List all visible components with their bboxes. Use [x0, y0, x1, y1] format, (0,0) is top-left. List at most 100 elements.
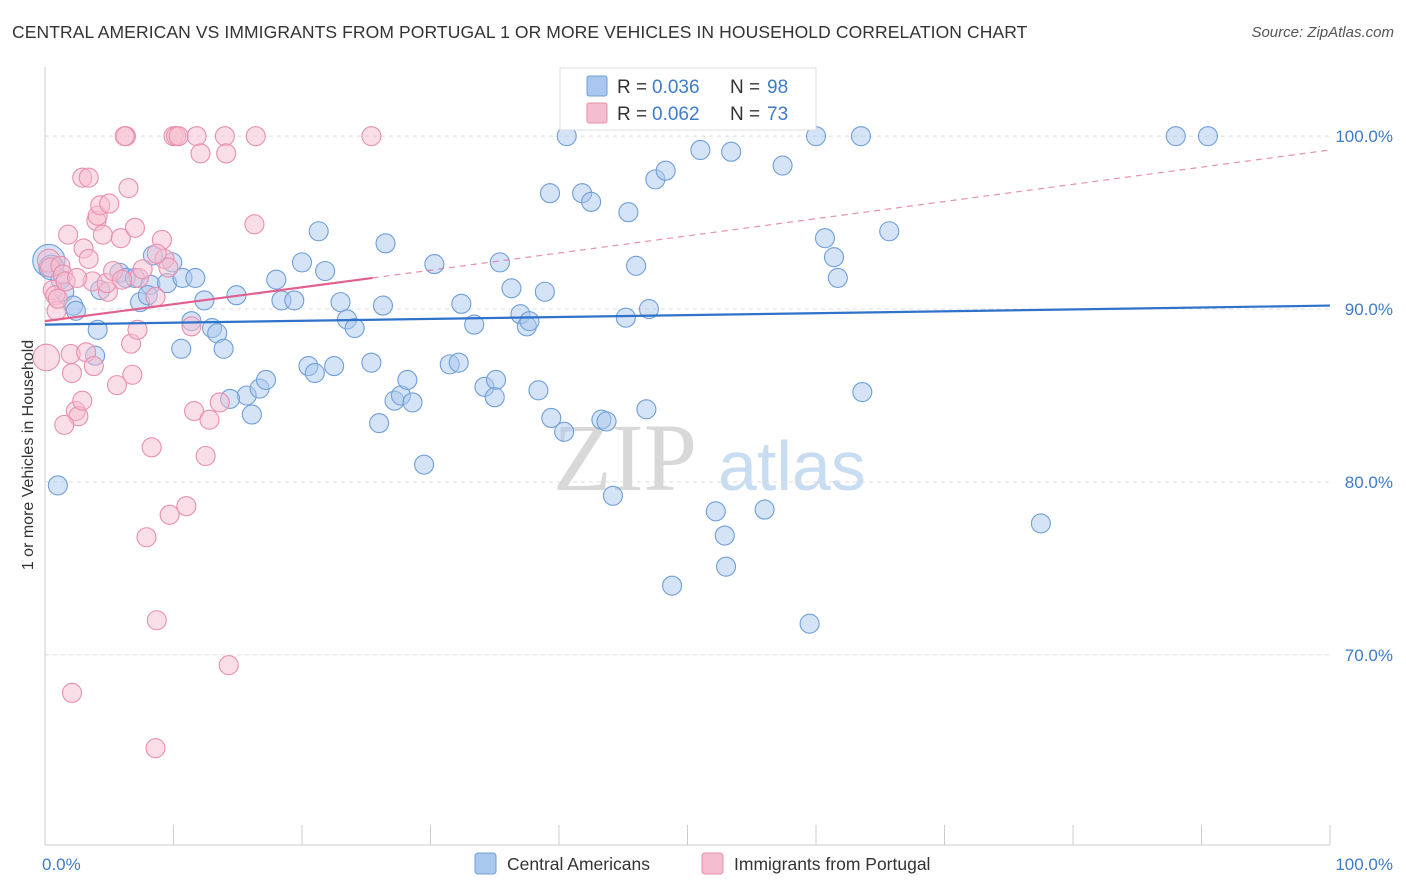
watermark-atlas: atlas: [718, 427, 866, 505]
point-immigrants-portugal-58: [214, 126, 235, 147]
point-central-americans-52: [402, 392, 423, 413]
watermark-zip: ZIP: [553, 404, 697, 511]
point-immigrants-portugal-29: [110, 228, 131, 249]
point-immigrants-portugal-63: [361, 126, 382, 147]
point-immigrants-portugal-33: [122, 364, 143, 385]
point-immigrants-portugal-66: [47, 288, 68, 309]
point-central-americans-15: [185, 267, 206, 288]
point-central-americans-99: [1165, 126, 1186, 147]
point-immigrants-portugal-55: [195, 445, 216, 467]
point-central-americans-69: [541, 407, 562, 429]
point-central-americans-17: [87, 319, 108, 340]
point-central-americans-79: [626, 255, 647, 276]
point-immigrants-portugal-11: [61, 362, 83, 384]
point-central-americans-57: [451, 293, 472, 314]
point-central-americans-71: [554, 421, 575, 442]
trend-immigrants-portugal: [44, 276, 373, 323]
point-immigrants-portugal-0: [32, 343, 61, 372]
point-immigrants-portugal-56: [199, 409, 220, 430]
point-central-americans-45: [361, 352, 382, 373]
gridlines: [45, 135, 1330, 656]
point-central-americans-75: [596, 411, 617, 432]
point-immigrants-portugal-65: [145, 738, 166, 759]
point-central-americans-53: [414, 454, 435, 475]
trend-immigrants-portugal-extension: [372, 149, 1331, 279]
point-central-americans-86: [714, 525, 735, 546]
stats-n-label-1: N =: [730, 77, 760, 98]
point-central-americans-77: [615, 307, 636, 328]
point-central-americans-48: [372, 295, 394, 316]
point-central-americans-80: [636, 399, 657, 420]
point-immigrants-portugal-14: [72, 390, 93, 411]
point-immigrants-portugal-28: [106, 375, 128, 396]
point-immigrants-portugal-9: [58, 224, 79, 245]
point-central-americans-95: [850, 126, 872, 147]
point-immigrants-portugal-59: [216, 143, 237, 164]
point-central-americans-85: [690, 139, 711, 161]
point-immigrants-portugal-36: [127, 319, 148, 340]
point-central-americans-60: [485, 369, 507, 390]
point-central-americans-70: [539, 183, 561, 204]
point-central-americans-101: [754, 499, 775, 520]
legend: Central Americans Immigrants from Portug…: [474, 852, 930, 875]
point-immigrants-portugal-51: [181, 316, 202, 337]
point-central-americans-44: [344, 318, 365, 339]
point-central-americans-38: [315, 260, 336, 282]
point-central-americans-30: [241, 404, 262, 425]
point-central-americans-47: [375, 233, 396, 254]
point-central-americans-83: [655, 160, 676, 181]
point-immigrants-portugal-61: [245, 126, 266, 147]
point-central-americans-103: [705, 501, 726, 522]
point-immigrants-portugal-24: [92, 224, 113, 245]
point-central-americans-87: [715, 556, 737, 577]
point-immigrants-portugal-69: [78, 167, 99, 188]
point-immigrants-portugal-42: [146, 610, 167, 631]
point-central-americans-94: [852, 381, 873, 403]
point-central-americans-93: [827, 267, 848, 288]
y-tick-label-70: 70.0%: [1345, 646, 1393, 665]
point-central-americans-88: [721, 141, 742, 162]
point-immigrants-portugal-39: [136, 527, 157, 548]
point-central-americans-89: [772, 155, 793, 176]
point-immigrants-portugal-17: [78, 248, 99, 269]
chart-title: CENTRAL AMERICAN VS IMMIGRANTS FROM PORT…: [12, 22, 1028, 42]
point-central-americans-73: [581, 191, 602, 212]
x-tick-label-min: 0.0%: [42, 855, 81, 874]
point-central-americans-76: [602, 485, 624, 506]
point-immigrants-portugal-60: [218, 655, 239, 676]
stats-n-label-2: N =: [730, 104, 760, 125]
point-central-americans-91: [814, 228, 836, 249]
point-immigrants-portugal-68: [99, 193, 120, 214]
point-central-americans-63: [501, 278, 522, 299]
point-central-americans-61: [484, 387, 505, 408]
stats-r-label-2: R =: [617, 104, 647, 125]
point-central-americans-78: [618, 202, 639, 223]
axes: [44, 67, 1331, 846]
point-central-americans-21: [171, 338, 192, 359]
stats-n-value-2: 73: [767, 104, 788, 125]
point-central-americans-25: [213, 338, 234, 359]
point-central-americans-35: [284, 290, 305, 311]
source-credit: Source: ZipAtlas.com: [1251, 24, 1394, 41]
point-central-americans-42: [330, 292, 351, 313]
point-immigrants-portugal-52: [184, 400, 205, 422]
y-tick-label-80: 80.0%: [1345, 473, 1393, 492]
point-central-americans-67: [528, 380, 549, 401]
point-immigrants-portugal-35: [124, 217, 145, 238]
point-immigrants-portugal-46: [159, 504, 180, 525]
point-immigrants-portugal-72: [54, 414, 75, 435]
legend-swatch-immigrants-portugal: [701, 852, 724, 875]
point-central-americans-41: [304, 362, 325, 384]
point-immigrants-portugal-31: [114, 126, 135, 147]
stats-n-value-1: 98: [767, 77, 788, 98]
stats-r-label-1: R =: [617, 77, 647, 98]
y-tick-labels: 70.0% 80.0% 90.0% 100.0%: [1335, 127, 1393, 665]
point-immigrants-portugal-49: [168, 126, 189, 147]
point-immigrants-portugal-32: [118, 177, 139, 199]
stats-r-value-2: 0.062: [652, 104, 700, 125]
trend-lines: [44, 149, 1331, 326]
point-immigrants-portugal-53: [186, 126, 207, 147]
point-immigrants-portugal-41: [145, 286, 166, 307]
stats-swatch-pink: [586, 102, 608, 124]
point-central-americans-33: [266, 269, 287, 290]
